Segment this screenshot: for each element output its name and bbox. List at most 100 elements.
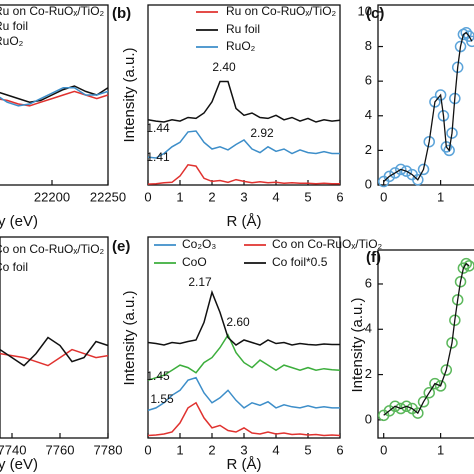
data-point — [383, 170, 396, 183]
legend-label: RuO₂ — [0, 34, 24, 48]
x-tick-label: 0 — [144, 442, 151, 457]
x-tick-label: 2 — [208, 189, 215, 204]
x-tick-label: 0 — [380, 442, 387, 457]
x-tick-label: 7760 — [46, 442, 75, 457]
data-point — [389, 400, 401, 413]
x-tick-label: 5 — [304, 189, 311, 204]
data-point — [449, 314, 461, 326]
x-tick-label: 3 — [240, 189, 247, 204]
data-line — [147, 333, 341, 381]
y-tick-label: 6 — [365, 73, 372, 88]
data-point — [440, 364, 453, 376]
legend-label: RuO₂ — [226, 39, 256, 53]
peak-annotation: 2.92 — [250, 126, 274, 140]
data-line — [0, 90, 109, 107]
data-point — [417, 396, 430, 408]
plot-frame — [377, 249, 474, 439]
y-tick-label: 2 — [365, 142, 372, 157]
peak-annotation: 2.17 — [188, 275, 212, 289]
x-tick-label: 0 — [380, 189, 387, 204]
data-line — [147, 289, 340, 346]
data-line — [0, 336, 109, 367]
legend-label: Co₂O₃ — [182, 237, 216, 251]
y-axis-label: Intensity (a.u.) — [121, 47, 138, 142]
legend-label: Ru foil — [0, 19, 28, 33]
data-point — [412, 174, 424, 186]
x-axis-label: Energy (eV) — [0, 213, 38, 230]
x-axis-label: R (Å) — [227, 456, 262, 473]
data-point — [454, 275, 467, 288]
x-tick-label: 4 — [272, 189, 279, 204]
data-point — [463, 30, 474, 42]
x-tick-label: 5 — [304, 442, 311, 457]
y-axis-label: Intensity (a.u.) — [121, 290, 138, 385]
x-tick-label: 1 — [437, 189, 444, 204]
data-point — [451, 294, 464, 306]
panel-label: (f) — [366, 249, 381, 266]
data-point — [460, 257, 472, 270]
data-point — [395, 402, 407, 415]
peak-annotation: 1.41 — [146, 150, 170, 164]
data-line — [147, 130, 340, 159]
y-tick-label: 0 — [365, 176, 372, 191]
legend-label: Co on Co-RuOₓ/TiO₂ — [0, 242, 105, 256]
data-point — [389, 167, 401, 179]
legend-label: Ru on Co-RuOₓ/TiO₂ — [0, 4, 105, 18]
data-point — [454, 40, 467, 53]
legend-label: Co foil*0.5 — [272, 255, 328, 269]
data-point — [443, 144, 455, 157]
data-point — [423, 135, 435, 148]
y-tick-label: 10 — [358, 3, 372, 18]
x-axis-label: R (Å) — [227, 213, 262, 230]
x-tick-label: 22250 — [90, 189, 126, 204]
x-tick-label: 3 — [240, 442, 247, 457]
data-point — [434, 380, 447, 392]
x-tick-label: 2 — [208, 442, 215, 457]
y-axis-label: Intensity (a.u.) — [349, 297, 366, 392]
plot-frame — [377, 4, 474, 186]
x-tick-label: 6 — [336, 442, 343, 457]
data-point — [400, 400, 413, 413]
y-tick-label: 2 — [365, 366, 372, 381]
data-point — [434, 89, 447, 101]
y-tick-label: 0 — [365, 411, 372, 426]
data-line — [0, 348, 109, 367]
fit-line — [383, 262, 470, 416]
data-line — [0, 87, 109, 107]
data-point — [460, 26, 472, 39]
y-tick-label: 4 — [365, 321, 372, 336]
peak-annotation: 2.60 — [226, 315, 250, 329]
data-line — [147, 80, 341, 123]
data-point — [412, 407, 424, 419]
peak-annotation: 1.44 — [146, 121, 170, 135]
data-point — [395, 163, 407, 176]
data-point — [400, 165, 413, 177]
peak-annotation: 1.55 — [150, 392, 174, 406]
x-tick-label: 7780 — [94, 442, 123, 457]
y-tick-label: 6 — [365, 275, 372, 290]
legend-label: CoO — [182, 255, 207, 269]
panel-label: (e) — [112, 238, 130, 255]
x-axis-label: Energy (eV) — [0, 456, 38, 473]
x-tick-label: 4 — [272, 442, 279, 457]
x-tick-label: 7740 — [0, 442, 26, 457]
x-tick-label: 1 — [176, 189, 183, 204]
x-tick-label: 22200 — [34, 189, 70, 204]
data-line — [147, 376, 340, 412]
data-line — [147, 401, 341, 437]
peak-annotation: 1.45 — [146, 369, 170, 383]
panel-label: (b) — [112, 5, 131, 22]
data-point — [466, 35, 474, 48]
legend-label: Co foil — [0, 260, 28, 274]
legend-label: Co on Co-RuOₓ/TiO₂ — [272, 237, 383, 251]
data-line — [0, 85, 109, 103]
y-tick-label: 4 — [365, 107, 372, 122]
x-tick-label: 0 — [144, 189, 151, 204]
panel-label: (c) — [366, 5, 384, 22]
data-point — [429, 377, 441, 390]
fit-line — [383, 31, 473, 182]
x-tick-label: 1 — [437, 442, 444, 457]
data-point — [429, 96, 441, 108]
